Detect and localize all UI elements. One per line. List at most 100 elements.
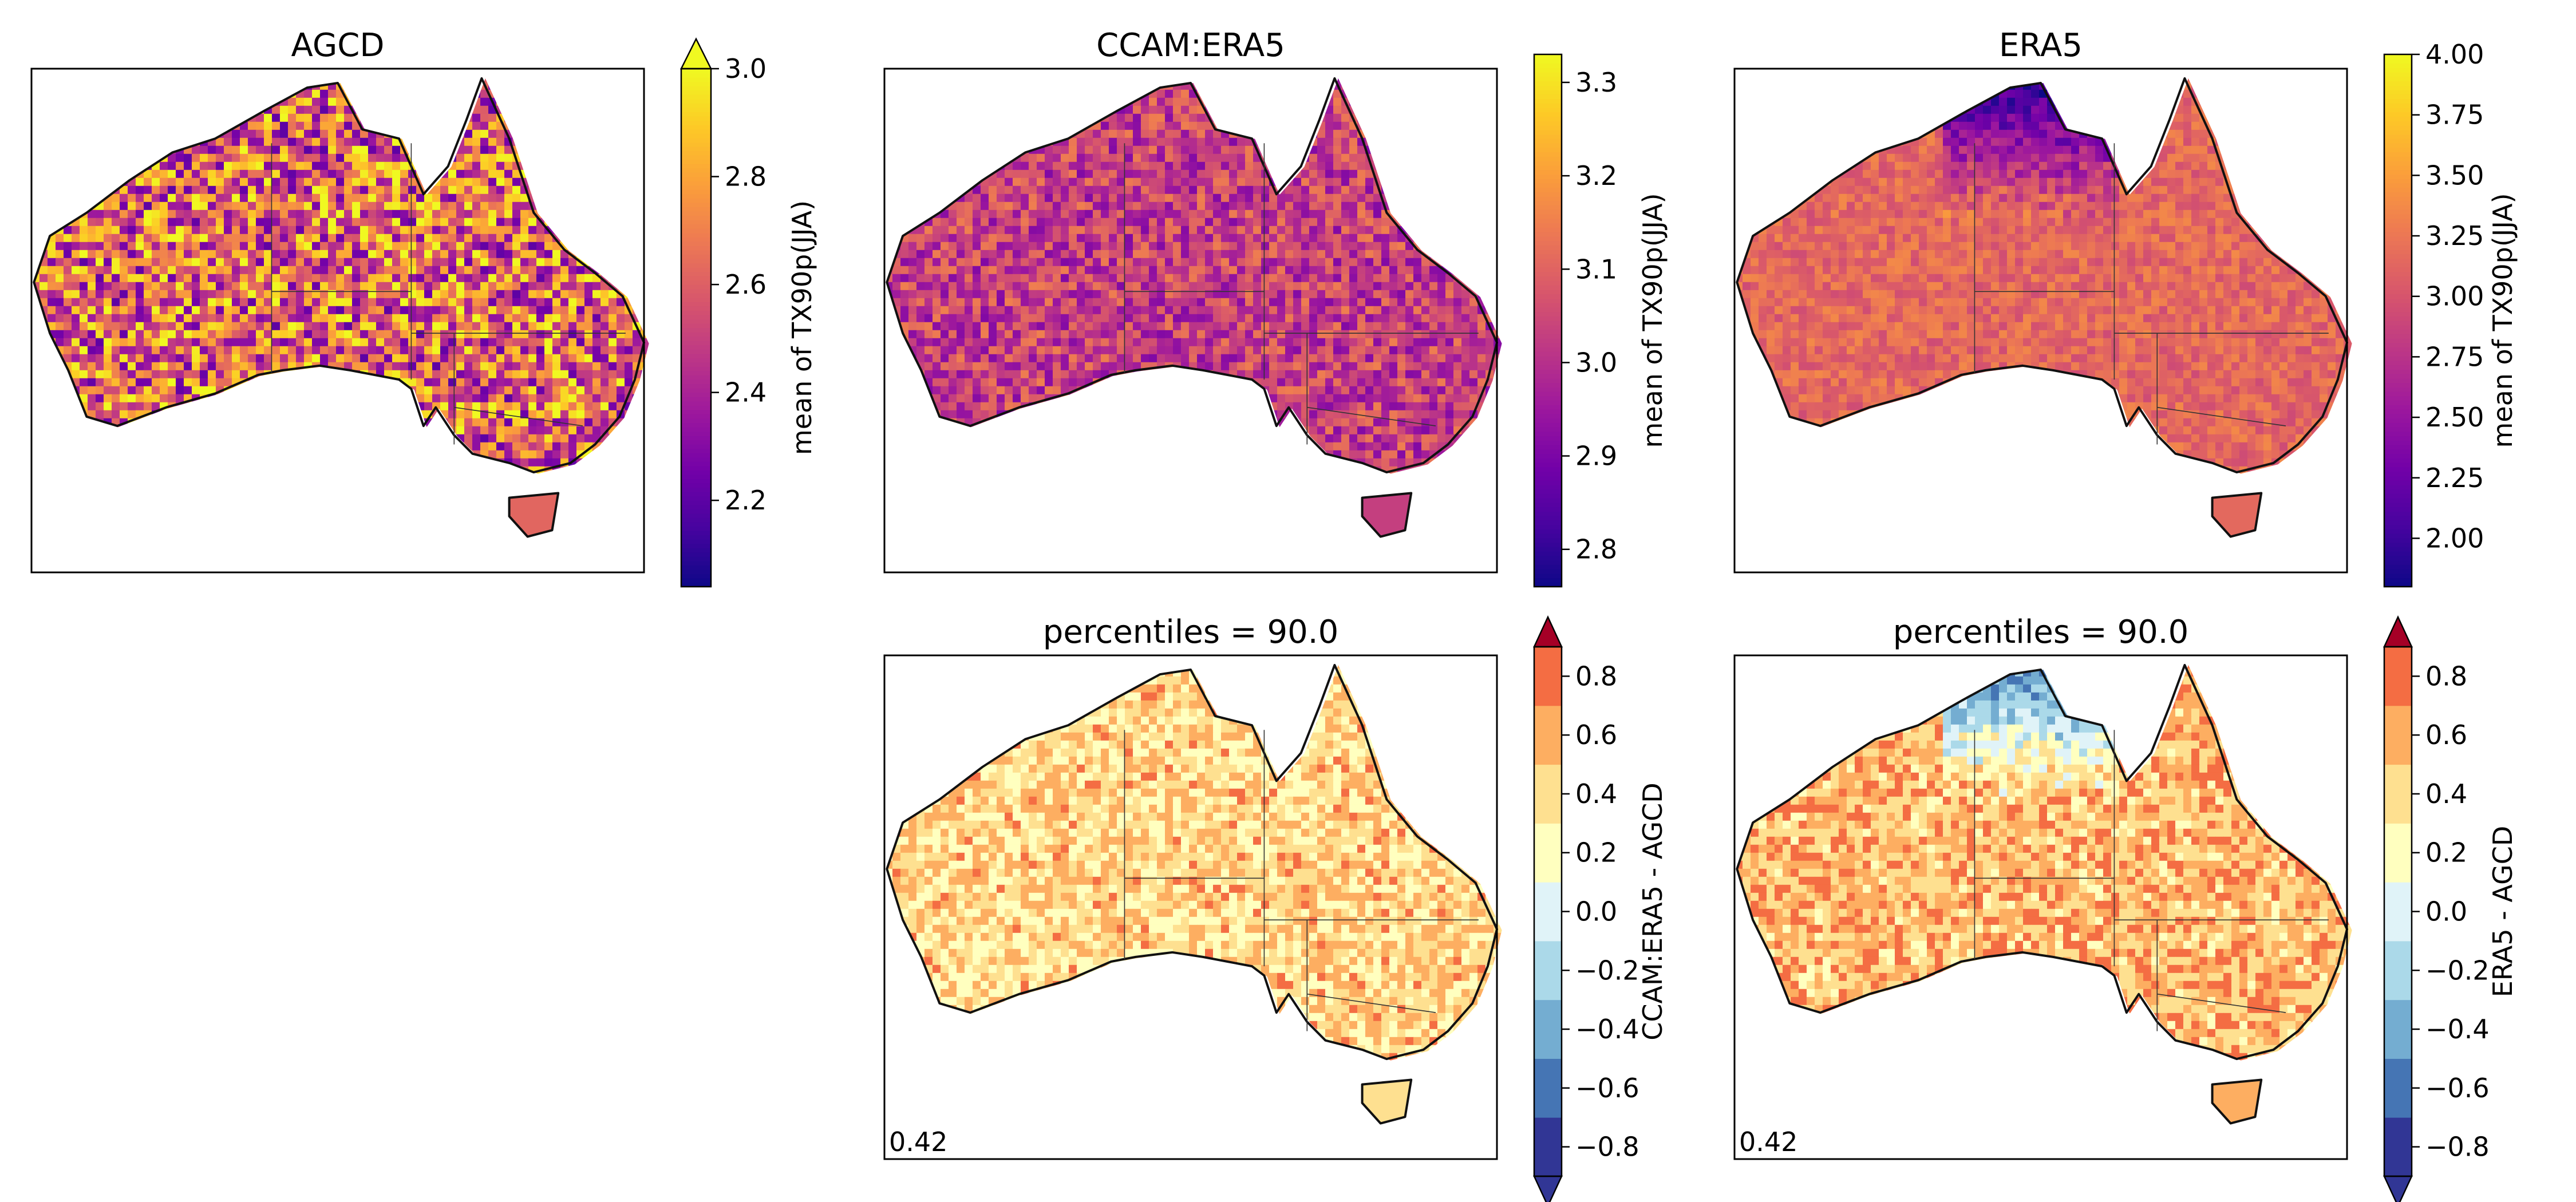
colorbar-tick-label: −0.4 <box>2425 1014 2490 1045</box>
coastline <box>1736 77 2348 474</box>
colorbar-tick-label: 3.50 <box>2425 160 2484 191</box>
colorbar-tick-label: −0.2 <box>2425 955 2490 986</box>
colorbar: 2.00 2.25 2.50 2.75 3.00 3.25 3.50 3.75 4.00 mean… <box>2383 39 2518 588</box>
colorbar-extend-min <box>1533 1175 1563 1202</box>
colorbar-tick-label: 2.8 <box>1575 534 1617 565</box>
panel-title: ERA5 <box>1999 27 2083 64</box>
colorbar: 2.2 2.4 2.6 2.8 3.0 mean of TX90p(JJA) <box>679 37 817 588</box>
state-borders <box>1124 143 1479 445</box>
colorbar-extend-max <box>679 37 713 70</box>
colorbar-segment <box>1534 705 1562 765</box>
panel-title: percentiles = 90.0 <box>1893 614 2188 651</box>
colorbar-tick-label: 3.2 <box>1575 160 1617 191</box>
colorbar: 2.8 2.9 3.0 3.1 3.2 3.3 mean of TX90p(JJA) <box>1533 53 1668 588</box>
colorbar-tick-label: 2.9 <box>1575 441 1617 472</box>
colorbar-segment <box>2384 940 2412 1001</box>
colorbar-tick-label: 2.50 <box>2425 402 2484 433</box>
colorbar-tick-label: 0.2 <box>2425 837 2467 868</box>
colorbar-tick-label: 0.0 <box>1575 896 1617 927</box>
colorbar-tick-label: 0.8 <box>1575 661 1617 691</box>
colorbar-tick-label: −0.6 <box>2425 1073 2490 1104</box>
axes-frame <box>883 68 1498 574</box>
colorbar-tick-label: −0.2 <box>1575 955 1639 986</box>
colorbar-tick-label: 2.8 <box>725 161 767 192</box>
colorbar-label: mean of TX90p(JJA) <box>1637 193 1668 448</box>
colorbar-segment <box>1534 882 1562 942</box>
colorbar-tick-label: 0.8 <box>2425 661 2467 691</box>
state-borders <box>271 143 626 445</box>
colorbar-tick-label: 0.4 <box>2425 778 2467 809</box>
axes-frame <box>1733 654 2348 1160</box>
colorbar-tick-label: 0.6 <box>1575 719 1617 750</box>
colorbar-segment <box>2384 1058 2412 1118</box>
panel-3: ERA5 2.00 2.25 2.50 2.75 3.00 3.25 3.50 3.75 4.00… <box>1733 27 2518 588</box>
panel-title: AGCD <box>291 27 385 64</box>
colorbar-tick-label: 3.0 <box>1575 347 1617 378</box>
colorbar-tick-label: 3.0 <box>725 53 767 84</box>
coastline <box>886 663 1498 1061</box>
panel-5: percentiles = 90.0 0.42 0.8 0.6 0.4 0.2 0.0 −0.… <box>1733 614 2518 1202</box>
colorbar-tick-label: 2.2 <box>725 485 767 516</box>
tasmania-coastline <box>1361 492 1413 538</box>
colorbar-segment <box>2384 999 2412 1059</box>
coastline <box>1736 663 2348 1061</box>
coastline <box>33 77 645 474</box>
colorbar-extend-min <box>2383 1175 2413 1202</box>
colorbar-segment <box>1534 940 1562 1001</box>
axes-frame <box>30 68 645 574</box>
panel-1: AGCD 2.2 2.4 2.6 2.8 3.0 mean of TX90p(JJA) <box>30 27 817 588</box>
colorbar-tick-label: 0.6 <box>2425 719 2467 750</box>
colorbar-tick-label: 3.25 <box>2425 220 2484 251</box>
coastline <box>886 77 1498 474</box>
colorbar-tick-label: 3.3 <box>1575 67 1617 98</box>
state-borders <box>1124 730 1479 1031</box>
colorbar-tick-label: 3.75 <box>2425 100 2484 131</box>
axes-frame <box>883 654 1498 1160</box>
colorbar-label: mean of TX90p(JJA) <box>2487 193 2518 448</box>
data-field <box>887 665 1502 1124</box>
data-field <box>34 78 649 537</box>
panel-title: CCAM:ERA5 <box>1096 27 1285 64</box>
tasmania-coastline <box>2211 492 2263 538</box>
state-borders <box>1974 143 2329 445</box>
colorbar-label: mean of TX90p(JJA) <box>787 200 817 455</box>
colorbar-tick-label: 2.6 <box>725 269 767 300</box>
data-field <box>1737 665 2352 1124</box>
tasmania-coastline <box>1361 1078 1413 1125</box>
colorbar-label: CCAM:ERA5 - AGCD <box>1637 782 1668 1040</box>
colorbar-segment <box>2384 823 2412 883</box>
state-borders <box>1974 730 2329 1031</box>
colorbar-tick-label: 2.25 <box>2425 462 2484 493</box>
colorbar-tick-label: −0.8 <box>1575 1132 1639 1163</box>
colorbar-segment <box>1534 764 1562 824</box>
panel-title: percentiles = 90.0 <box>1043 614 1338 651</box>
colorbar-tick-label: −0.4 <box>1575 1014 1639 1045</box>
colorbar-segment <box>1534 823 1562 883</box>
colorbar-tick-label: 2.00 <box>2425 523 2484 553</box>
colorbar-tick-label: 4.00 <box>2425 39 2484 70</box>
colorbar-extend-max <box>1533 615 1563 648</box>
colorbar-tick-label: 0.4 <box>1575 778 1617 809</box>
colorbar: 0.8 0.6 0.4 0.2 0.0 −0.2 −0.4 −0.6 −0.8 CCAM:ERA5… <box>1533 615 1668 1202</box>
colorbar-segment <box>2384 647 2412 706</box>
stat-annotation: 0.42 <box>1739 1126 1797 1157</box>
data-field <box>1737 78 2352 537</box>
colorbar-segment <box>2384 705 2412 765</box>
tasmania-coastline <box>2211 1078 2263 1125</box>
colorbar-segment <box>1534 1058 1562 1118</box>
colorbar-segment <box>2384 882 2412 942</box>
colorbar-tick-label: −0.8 <box>2425 1132 2490 1163</box>
colorbar-tick-label: 0.0 <box>2425 896 2467 927</box>
colorbar: 0.8 0.6 0.4 0.2 0.0 −0.2 −0.4 −0.6 −0.8 ERA5 - AG… <box>2383 615 2518 1202</box>
colorbar-tick-label: −0.6 <box>1575 1073 1639 1104</box>
stat-annotation: 0.42 <box>889 1126 947 1157</box>
colorbar-segment <box>2384 1117 2412 1177</box>
colorbar-segment <box>1534 647 1562 706</box>
panel-2: CCAM:ERA5 2.8 2.9 3.0 3.1 3.2 3.3 mean of TX90p… <box>883 27 1668 588</box>
axes-frame <box>1733 68 2348 574</box>
colorbar-tick-label: 3.1 <box>1575 254 1617 284</box>
colorbar-tick-label: 2.4 <box>725 377 767 408</box>
colorbar-segment <box>2384 764 2412 824</box>
colorbar-tick-label: 0.2 <box>1575 837 1617 868</box>
